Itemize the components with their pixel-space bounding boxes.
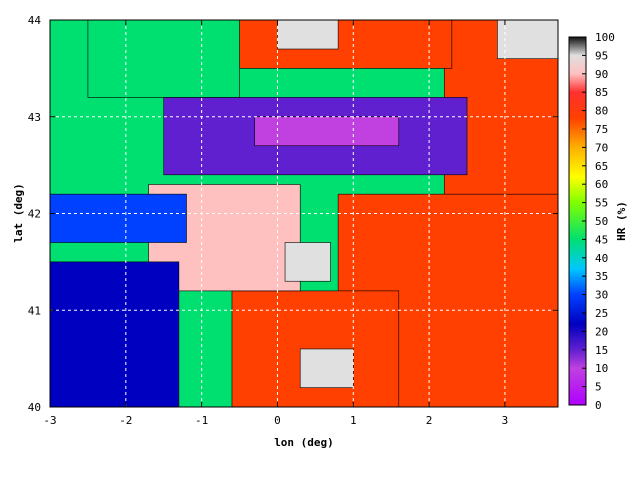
colorbar-tick-label: 25 xyxy=(595,307,608,320)
colorbar-tick-label: 0 xyxy=(595,399,602,412)
y-axis-ticks: 40 41 42 43 44 xyxy=(28,14,558,414)
colorbar-tick-label: 95 xyxy=(595,49,608,62)
field-region xyxy=(50,261,180,407)
x-tick-label: 3 xyxy=(502,414,509,427)
field-region xyxy=(50,193,187,243)
colorbar-tick-label: 30 xyxy=(595,289,608,302)
colorbar-tick-label: 40 xyxy=(595,252,608,265)
colorbar-tick-label: 60 xyxy=(595,178,608,191)
field-region xyxy=(497,20,558,60)
colorbar-label: HR (%) xyxy=(615,201,628,241)
x-tick-label: -3 xyxy=(43,414,56,427)
colorbar-tick-label: 65 xyxy=(595,160,608,173)
field-region xyxy=(299,348,354,388)
colorbar-tick-label: 20 xyxy=(595,325,608,338)
colorbar-tick-label: 45 xyxy=(595,233,608,246)
field-region xyxy=(284,242,331,282)
y-tick-label: 42 xyxy=(28,208,41,221)
field-region xyxy=(254,116,400,147)
colorbar-tick-label: 100 xyxy=(595,31,615,44)
x-axis-ticks: -3 -2 -1 0 1 2 3 xyxy=(43,20,508,427)
y-tick-label: 43 xyxy=(28,111,41,124)
x-tick-label: -2 xyxy=(119,414,132,427)
x-tick-label: 1 xyxy=(350,414,357,427)
humidity-field xyxy=(50,20,558,407)
colorbar-ticks: 0 5 10 15 20 25 30 35 40 45 50 55 60 65 70 75 80 85 90 95 10… xyxy=(582,31,615,412)
field-region xyxy=(87,20,240,98)
colorbar-tick-label: 90 xyxy=(595,68,608,81)
y-axis-label: lat (deg) xyxy=(12,183,25,243)
colorbar-tick-label: 5 xyxy=(595,381,602,394)
colorbar-tick-label: 50 xyxy=(595,215,608,228)
colorbar-tick-label: 85 xyxy=(595,86,608,99)
colorbar-tick-label: 15 xyxy=(595,344,608,357)
colorbar-tick-label: 75 xyxy=(595,123,608,136)
grid-lines xyxy=(50,20,558,407)
y-tick-label: 41 xyxy=(28,304,41,317)
colorbar-tick-label: 35 xyxy=(595,270,608,283)
x-axis-label: lon (deg) xyxy=(274,436,334,449)
x-tick-label: 2 xyxy=(426,414,433,427)
colorbar-tick-label: 10 xyxy=(595,362,608,375)
x-tick-label: 0 xyxy=(274,414,281,427)
colorbar-tick-label: 80 xyxy=(595,105,608,118)
field-region xyxy=(277,20,339,50)
colorbar-tick-label: 55 xyxy=(595,197,608,210)
field-region xyxy=(231,20,453,69)
y-tick-label: 44 xyxy=(28,14,42,27)
colorbar-tick-label: 70 xyxy=(595,141,608,154)
y-tick-label: 40 xyxy=(28,401,41,414)
x-tick-label: -1 xyxy=(195,414,208,427)
